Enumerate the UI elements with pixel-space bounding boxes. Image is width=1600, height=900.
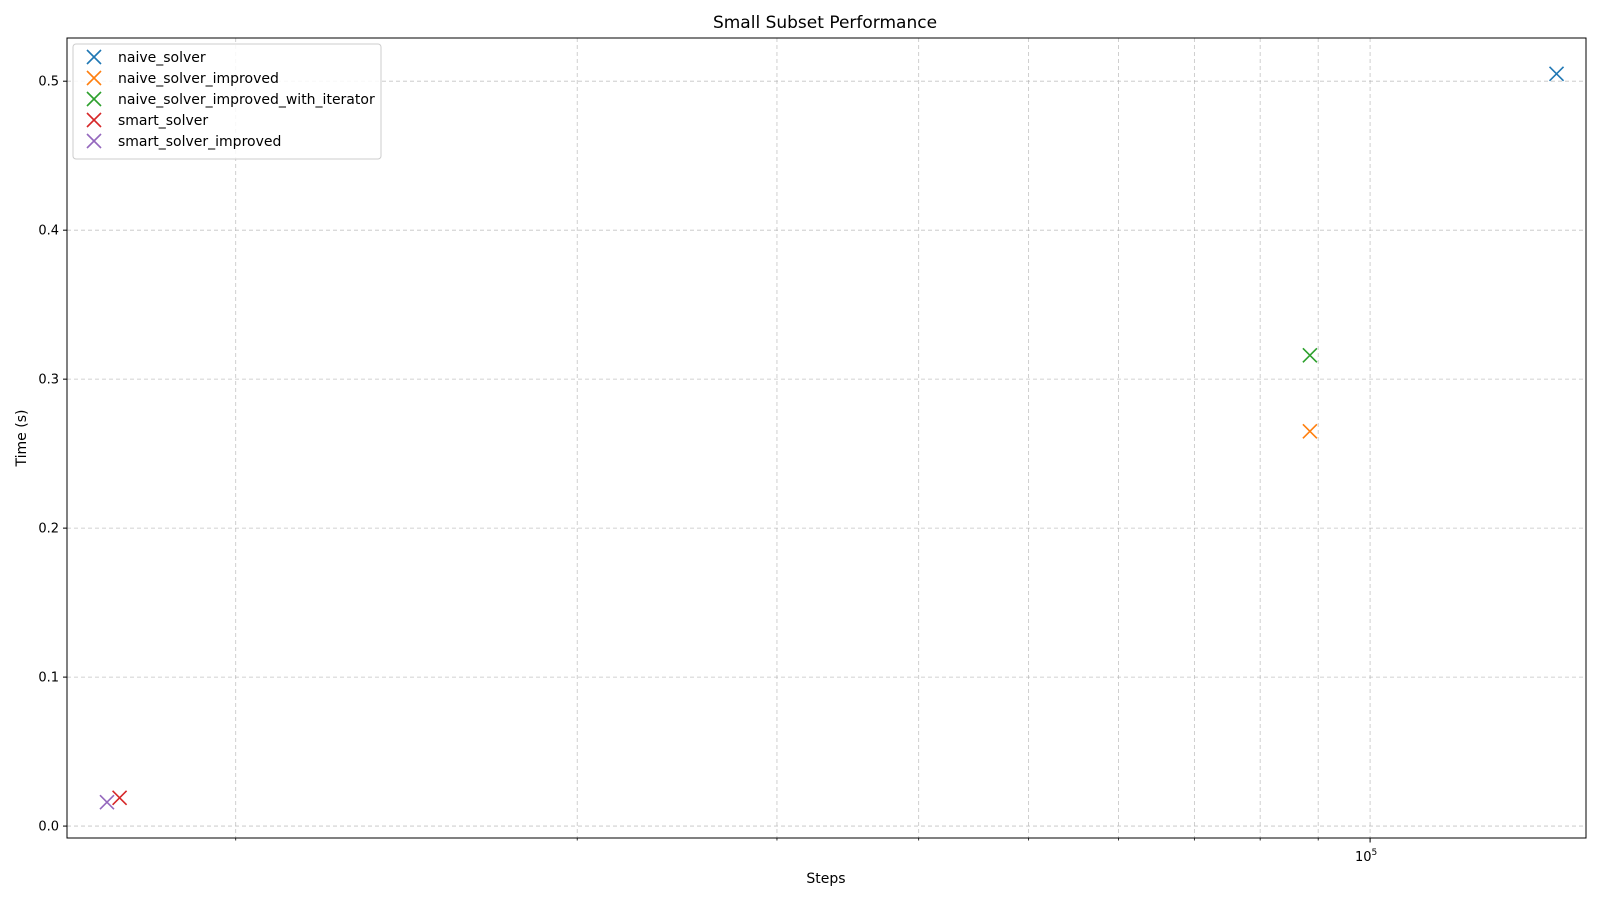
x-axis-label: Steps	[806, 871, 845, 887]
legend-marker-smart-solver-improved	[86, 133, 102, 149]
legend-label: smart_solver	[118, 113, 208, 129]
plot-frame	[66, 37, 1587, 839]
data-point-naive-solver	[1548, 66, 1565, 82]
legend-label: smart_solver_improved	[118, 134, 281, 150]
legend-marker-naive-solver-improved	[86, 70, 102, 86]
data-point-smart-solver	[112, 790, 128, 806]
x-tick-label: 105	[1355, 848, 1377, 865]
legend-label: naive_solver_improved	[118, 71, 279, 87]
y-tick-label: 0.5	[38, 75, 59, 90]
data-point-naive-solver-improved	[1302, 423, 1318, 439]
legend-marker-naive-solver	[86, 49, 102, 65]
legend: naive_solver naive_solver_improved naive_s…	[72, 43, 382, 160]
chart-title: Small Subset Performance	[713, 13, 937, 33]
legend-label: naive_solver_improved_with_iterator	[118, 92, 375, 108]
y-tick-label: 0.2	[38, 522, 59, 537]
y-tick-label: 0.3	[38, 373, 59, 388]
legend-label: naive_solver	[118, 50, 206, 66]
legend-marker-smart-solver	[86, 112, 102, 128]
y-tick-label: 0.0	[38, 820, 59, 835]
y-tick-label: 0.1	[38, 671, 59, 686]
data-point-smart-solver-improved	[99, 794, 115, 810]
legend-box	[72, 43, 382, 160]
legend-marker-naive-solver-improved-with-iterator	[86, 91, 102, 107]
y-axis-label: Time (s)	[14, 410, 30, 468]
y-tick-label: 0.4	[38, 224, 59, 239]
data-point-naive-solver-improved-with-iterator	[1302, 347, 1318, 363]
